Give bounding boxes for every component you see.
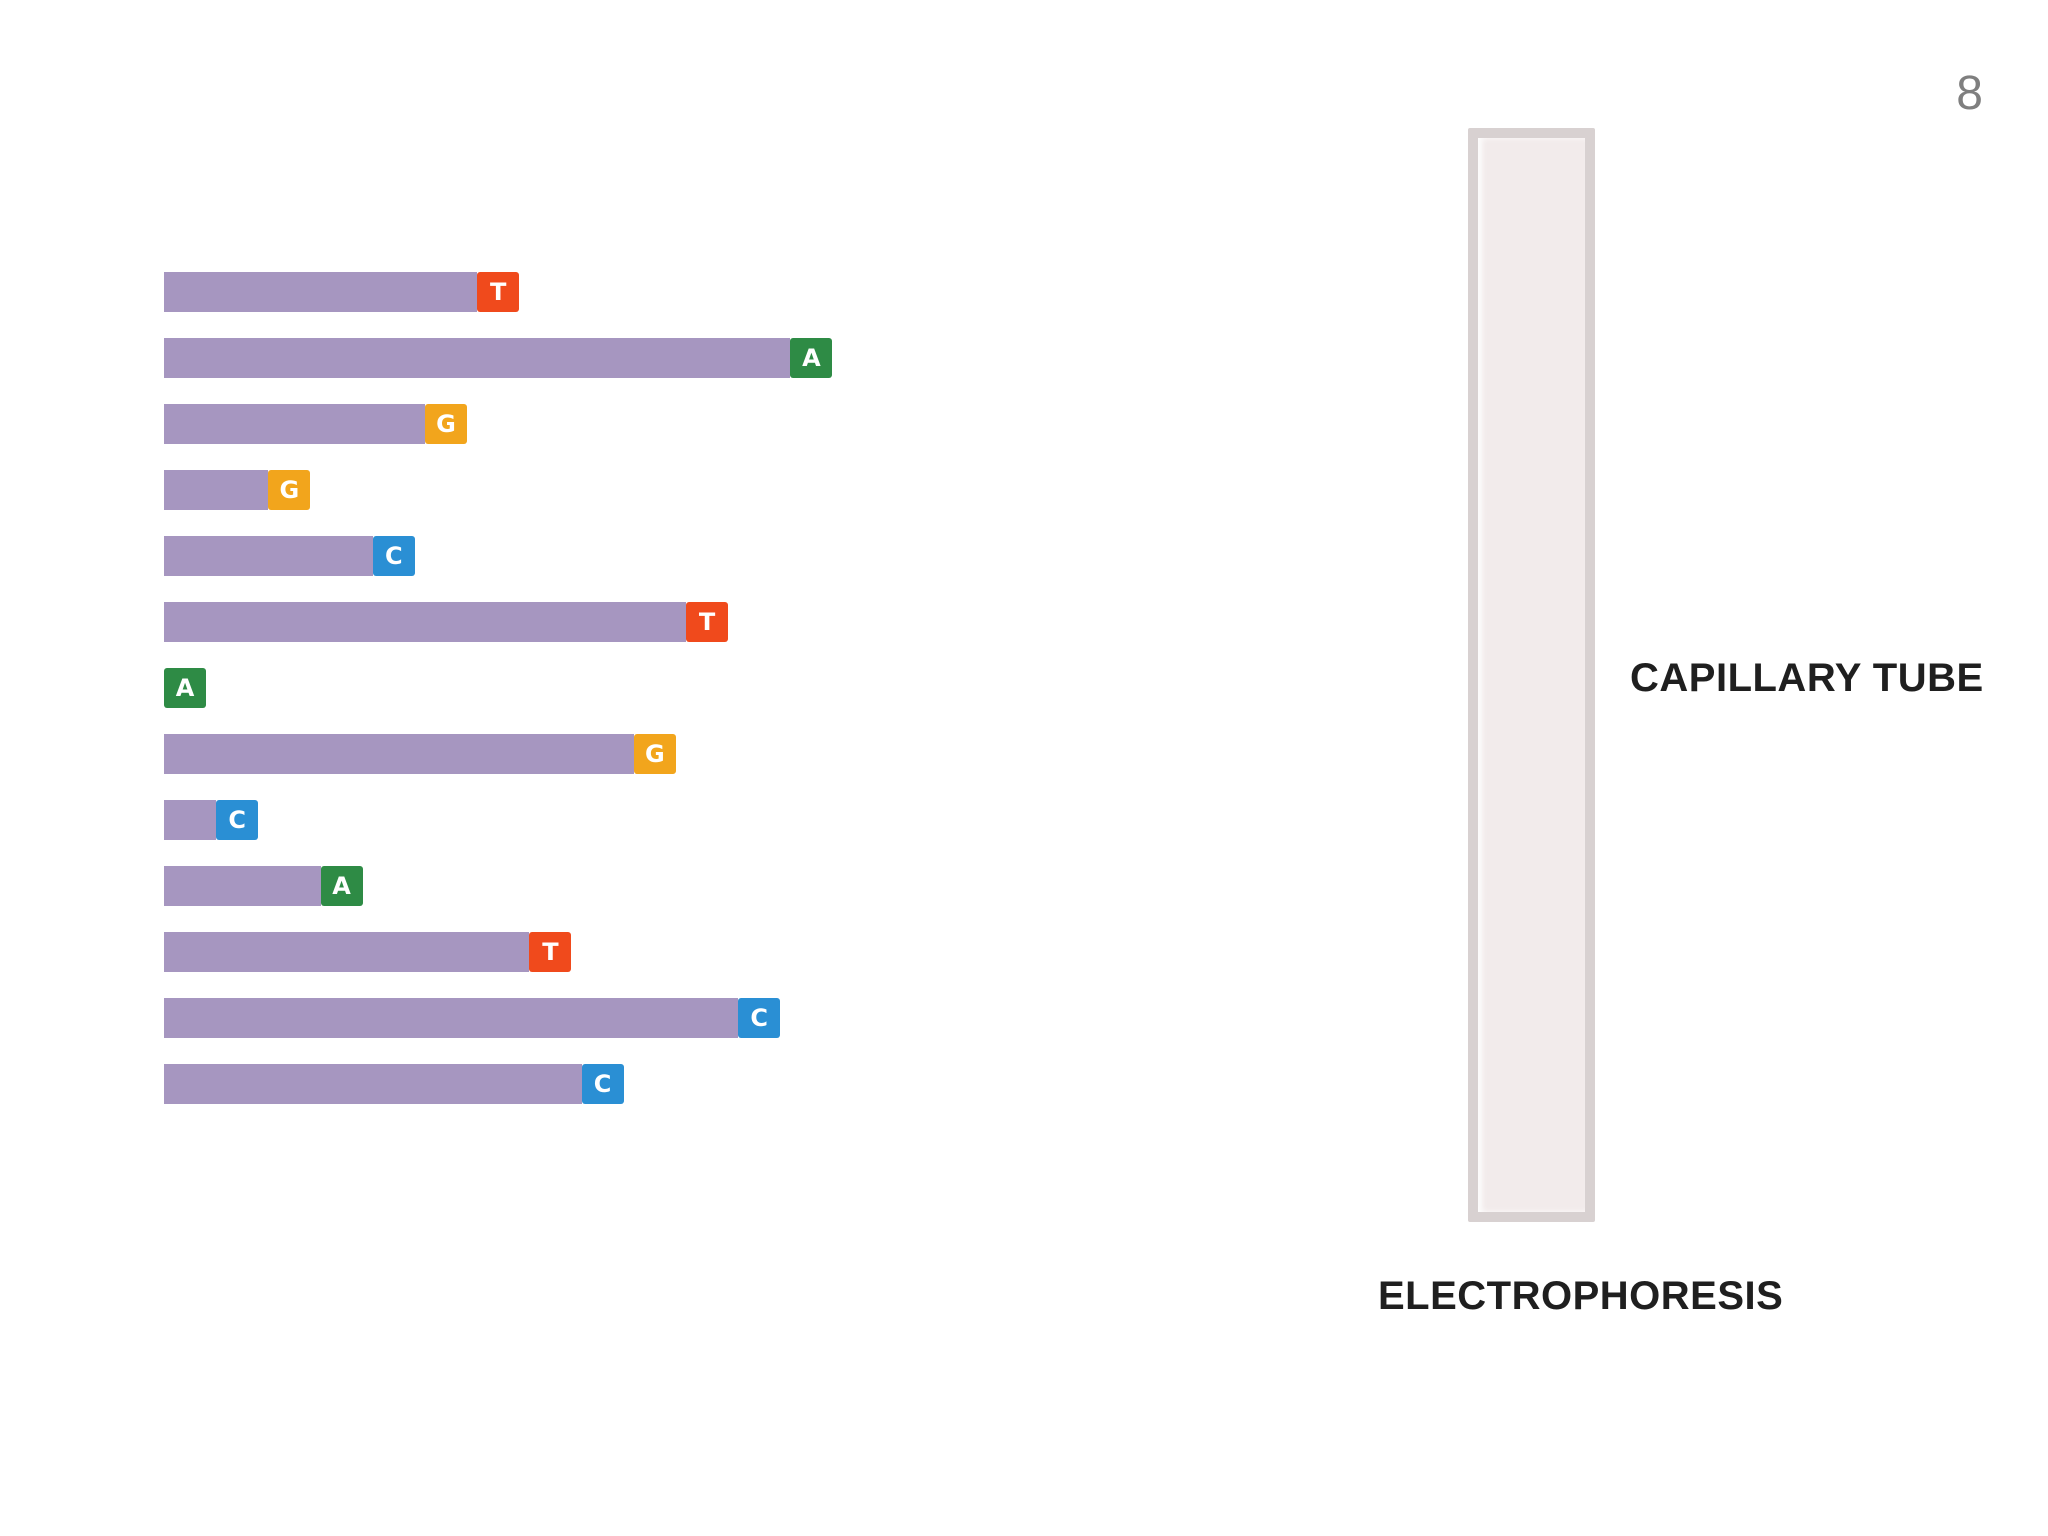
fragment-9: C [164,800,259,840]
fragment-10: A [164,866,363,906]
fragment-8: G [164,734,676,774]
dna-fragments: T A G G C T A G C A T C C [164,272,884,1122]
base-tag-c: C [738,998,781,1038]
fragment-strand [164,536,373,576]
base-tag-g: G [633,734,676,774]
fragment-2: A [164,338,833,378]
fragment-3: G [164,404,467,444]
fragment-11: T [164,932,572,972]
fragment-12: C [164,998,781,1038]
fragment-strand [164,866,321,906]
fragment-4: G [164,470,311,510]
fragment-strand [164,470,269,510]
page-number: 8 [1956,67,1983,120]
fragment-strand [164,602,686,642]
base-tag-t: T [686,602,728,642]
fragment-6: T [164,602,728,642]
base-tag-g: G [268,470,311,510]
base-tag-a: A [790,338,833,378]
base-tag-g: G [425,404,467,444]
fragment-strand [164,800,217,840]
base-tag-a: A [320,866,363,906]
fragment-strand [164,932,530,972]
fragment-strand [164,272,478,312]
electrophoresis-label: ELECTROPHORESIS [1378,1274,1784,1318]
capillary-tube [1468,128,1595,1222]
fragment-1: T [164,272,520,312]
fragment-13: C [164,1064,624,1104]
capillary-tube-interior [1478,138,1585,1212]
fragment-strand [164,404,425,444]
fragment-strand [164,1064,582,1104]
base-tag-t: T [529,932,572,972]
fragment-5: C [164,536,415,576]
base-tag-t: T [477,272,520,312]
fragment-strand [164,338,791,378]
fragment-strand [164,734,634,774]
base-tag-c: C [372,536,415,576]
base-tag-a: A [164,668,206,708]
capillary-tube-label: CAPILLARY TUBE [1630,656,1984,700]
fragment-strand [164,998,739,1038]
base-tag-c: C [581,1064,624,1104]
base-tag-c: C [216,800,259,840]
fragment-7: A [164,668,206,708]
